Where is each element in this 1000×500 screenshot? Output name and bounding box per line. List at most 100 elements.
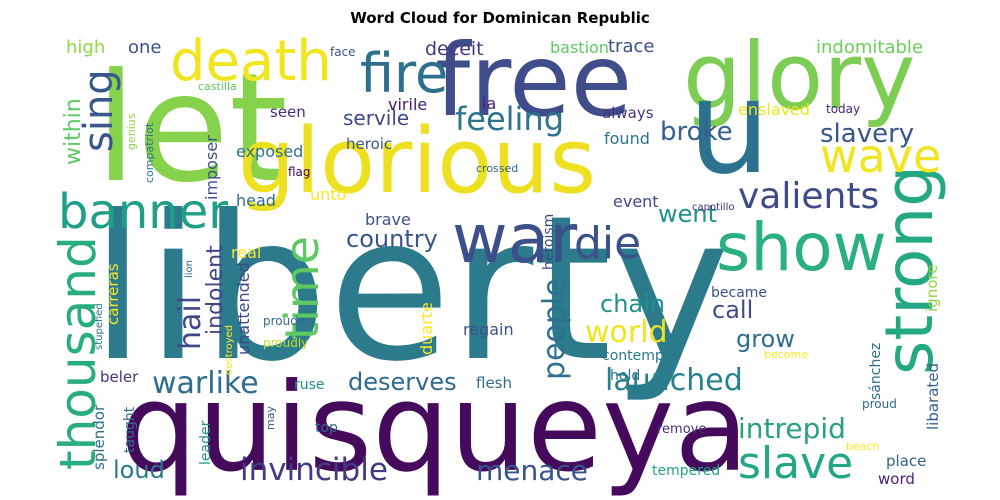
word-deserves: deserves (348, 368, 457, 396)
word-servile: servile (343, 106, 409, 130)
word-word: word (878, 470, 915, 488)
word-destroyed: destroyed (224, 325, 235, 375)
word-launched: launched (605, 363, 743, 398)
word-event: event (613, 192, 659, 211)
word-became: became (711, 285, 767, 301)
word-strong: strong (871, 165, 948, 375)
word-indolent: indolent (203, 245, 228, 335)
word-sánchez: sánchez (868, 343, 884, 400)
word-feeling: feeling (455, 100, 564, 138)
word-remove: remove (657, 422, 706, 437)
word-become: become (764, 348, 808, 361)
word-enslaved: enslaved (738, 100, 810, 119)
word-prouder: prouder (263, 314, 310, 328)
word-splendor: splendor (90, 404, 108, 470)
word-glory: glory (683, 23, 916, 130)
word-country: country (346, 225, 438, 253)
word-broke: broke (660, 117, 733, 147)
word-heroism: heroism (541, 214, 557, 270)
word-banner: banner (58, 184, 228, 240)
word-free: free (435, 22, 632, 139)
word-found: found (604, 129, 650, 148)
word-ruse: ruse (294, 377, 325, 393)
word-slave: slave (738, 438, 853, 489)
word-world: world (585, 315, 668, 350)
word-crossed: crossed (476, 162, 518, 175)
word-time: time (275, 236, 329, 340)
word-unto: unto (310, 185, 346, 204)
word-castilla: castilla (198, 80, 237, 93)
word-went: went (658, 200, 717, 228)
word-indomitable: indomitable (816, 37, 923, 58)
word-glorious: glorious (238, 109, 596, 214)
word-death: death (170, 29, 332, 94)
word-beler: beler (100, 368, 139, 386)
word-grow: grow (736, 325, 795, 353)
word-invincible: invincible (240, 452, 388, 488)
word-beach: beach (846, 440, 880, 453)
word-always: always (602, 104, 654, 122)
word-menace: menace (476, 454, 588, 487)
word-thousand: thousand (49, 236, 107, 470)
word-regain: regain (463, 320, 514, 339)
word-may: may (264, 406, 277, 430)
word-chain: chain (600, 290, 665, 318)
word-brave: brave (365, 210, 411, 229)
word-genius: genius (125, 113, 138, 150)
word-high: high (66, 37, 105, 58)
word-flesh: flesh (476, 374, 512, 392)
word-wave: wave (820, 129, 941, 183)
word-proudly: proudly (263, 336, 308, 350)
word-deceit: deceit (425, 38, 484, 60)
word-face: face (330, 45, 356, 59)
word-stupefied: stupefied (94, 303, 105, 350)
word-place: place (886, 452, 926, 470)
word-hail: hail (173, 296, 208, 350)
word-proud: proud (862, 397, 897, 411)
word-unattended: unattended (234, 262, 253, 355)
word-intrepid: intrepid (738, 412, 846, 445)
chart-title: Word Cloud for Dominican Republic (350, 9, 650, 27)
word-valients: valients (738, 176, 879, 217)
word-one: one (128, 37, 162, 58)
word-virile: virile (388, 95, 427, 114)
word-la: la (482, 94, 496, 113)
word-show: show (716, 209, 887, 286)
word-carreras: carreras (104, 263, 122, 325)
word-compatriot: compatriot (143, 122, 156, 183)
word-ignore: ignore (923, 265, 941, 312)
word-libarated: libarated (924, 363, 942, 430)
word-contempt: contempt (602, 348, 670, 364)
word-top: top (315, 420, 338, 436)
word-duarte: duarte (417, 302, 436, 355)
word-hold: hold (610, 368, 640, 384)
word-tempered: tempered (652, 463, 720, 479)
word-taught: taught (122, 406, 138, 453)
word-head: head (236, 191, 276, 210)
word-within: within (61, 98, 86, 165)
word-real: real (231, 243, 261, 262)
word-leader: leader (198, 420, 214, 465)
word-capotillo: capotillo (692, 202, 734, 213)
word-imposer: imposer (202, 135, 221, 200)
word-call: call (712, 296, 753, 324)
word-bastion: bastion (550, 38, 609, 57)
word-war: war (452, 200, 577, 279)
word-lion: lion (184, 260, 195, 278)
word-slavery: slavery (820, 119, 914, 149)
word-loud: loud (113, 456, 165, 484)
word-liberty: liberty (90, 173, 730, 406)
word-flag: flag (288, 165, 311, 179)
word-trace: trace (608, 36, 654, 57)
word-u: u (688, 51, 770, 203)
word-quisqueya: quisqueya (120, 357, 749, 499)
word-let: let (95, 42, 288, 216)
word-heroic: heroic (346, 135, 392, 153)
word-seen: seen (270, 103, 306, 121)
word-exposed: exposed (236, 142, 303, 161)
word-die: die (574, 218, 641, 269)
word-people: people (537, 278, 572, 380)
word-warlike: warlike (152, 366, 259, 401)
word-today: today (826, 102, 860, 116)
